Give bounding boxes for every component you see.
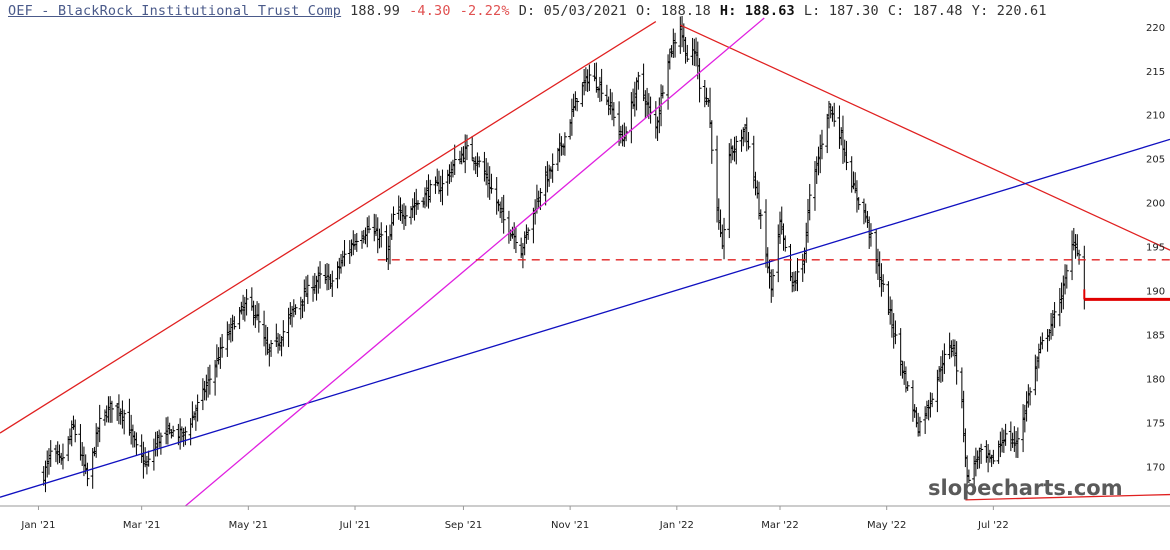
date-readout: D: 05/03/2021 xyxy=(519,3,627,19)
blue-trend-line xyxy=(0,139,1170,497)
x-tick-label: Sep '21 xyxy=(445,520,483,531)
x-tick-label: May '21 xyxy=(229,520,268,531)
y-tick-label: 180 xyxy=(1146,375,1165,386)
y-tick-label: 170 xyxy=(1146,462,1165,473)
low-readout: L: 187.30 xyxy=(804,3,879,19)
y-tick-label: 185 xyxy=(1146,331,1165,342)
x-axis: Jan '21 Mar '21 May '21 Jul '21 Sep '21 Nov '… xyxy=(20,506,1008,531)
y-tick-label: 200 xyxy=(1146,199,1165,210)
open-readout: O: 188.18 xyxy=(636,3,711,19)
y-tick-label: 215 xyxy=(1146,67,1165,78)
x-tick-label: May '22 xyxy=(867,520,906,531)
x-tick-label: Jul '22 xyxy=(977,520,1009,531)
x-tick-label: Mar '22 xyxy=(761,520,799,531)
last-price: 188.99 xyxy=(350,3,400,19)
trend-lines xyxy=(0,18,1170,506)
watermark: slopecharts.com xyxy=(928,476,1123,500)
y-tick-label: 210 xyxy=(1146,111,1165,122)
y-tick-label: 205 xyxy=(1146,155,1165,166)
ticker-link[interactable]: OEF - BlackRock Institutional Trust Comp xyxy=(8,3,341,19)
y-tick-label: 195 xyxy=(1146,243,1165,254)
price-change: -4.30 xyxy=(409,3,451,19)
y-readout: Y: 220.61 xyxy=(972,3,1047,19)
high-label: H: xyxy=(720,3,737,19)
x-tick-label: Nov '21 xyxy=(551,520,589,531)
red-trend-line xyxy=(0,22,656,434)
x-tick-label: Jan '22 xyxy=(659,520,694,531)
y-tick-label: 175 xyxy=(1146,418,1165,429)
y-axis: 220 215 210 205 200 195 190 185 180 175 170 xyxy=(1146,23,1165,474)
x-tick-label: Jan '21 xyxy=(20,520,55,531)
y-tick-label: 220 xyxy=(1146,23,1165,34)
x-tick-label: Jul '21 xyxy=(339,520,371,531)
high-value: 188.63 xyxy=(745,3,795,19)
quote-header: OEF - BlackRock Institutional Trust Comp… xyxy=(8,3,1056,19)
price-change-pct: -2.22% xyxy=(460,3,510,19)
ohlc-bars xyxy=(42,16,1087,492)
ohlc-bar xyxy=(470,136,474,160)
y-tick-label: 190 xyxy=(1146,287,1165,298)
x-tick-label: Mar '21 xyxy=(123,520,161,531)
close-readout: C: 187.48 xyxy=(888,3,963,19)
